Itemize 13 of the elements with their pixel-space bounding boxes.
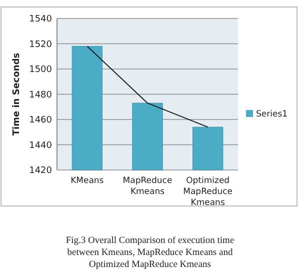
y-tick-label: 1480 (29, 90, 52, 100)
legend-label: Series1 (256, 110, 288, 120)
x-tick-label: MapReduce Kmeans (122, 176, 172, 197)
y-axis-title: Time in Seconds (12, 52, 22, 136)
y-tick-label: 1420 (29, 166, 52, 176)
caption: Fig.3 Overall Comparison of execution time between Kmeans, MapReduce Kmeans and Optimized MapReduce Kmeans (66, 236, 234, 270)
y-tick-label: 1540 (29, 14, 52, 25)
y-tick-label: 1520 (29, 40, 52, 50)
y-tick-label: 1460 (29, 116, 52, 126)
y-tick-label: 1440 (29, 140, 52, 151)
x-tick-label: KMeans (70, 176, 104, 186)
y-tick-label: 1500 (29, 65, 52, 76)
x-tick-label: Optimized MapReduce Kmeans (183, 176, 233, 208)
